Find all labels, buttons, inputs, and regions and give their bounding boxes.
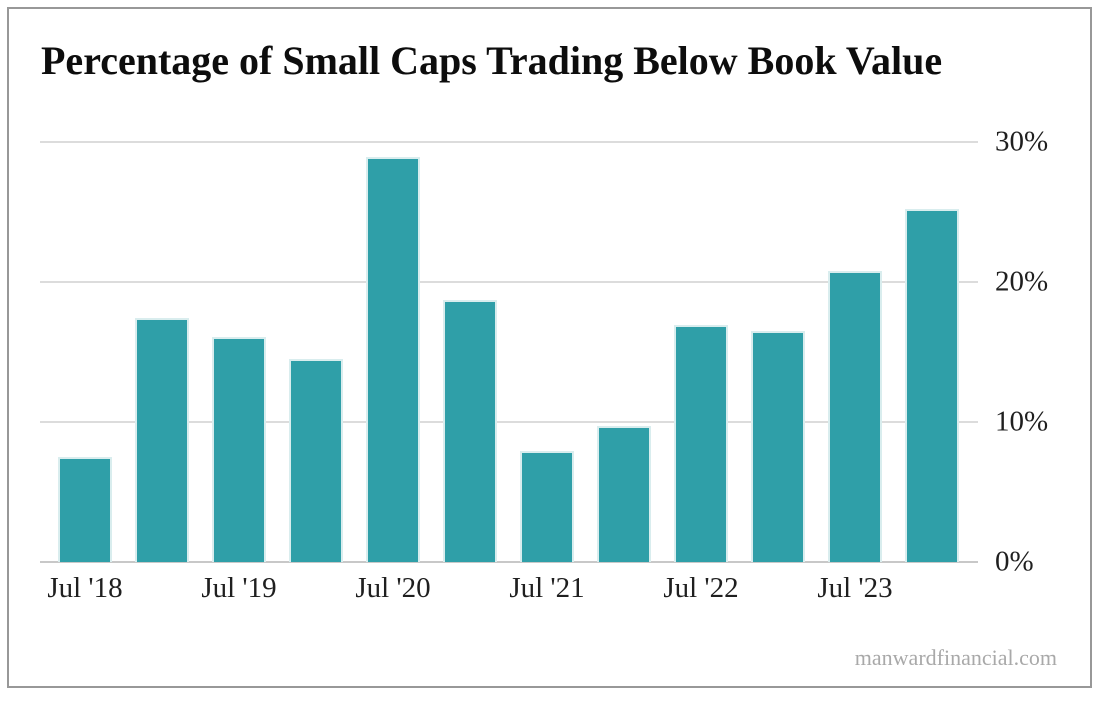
watermark-text: manwardfinancial.com [854,645,1057,670]
bar-7 [520,451,574,562]
bar-10 [751,331,805,562]
x-tick-label-2: Jul '19 [201,572,277,604]
x-tick-label-6: Jul '23 [817,572,893,604]
x-tick-label-4: Jul '21 [509,572,585,604]
gridline-10 [40,421,978,423]
y-tick-label-20: 20% [995,265,1049,298]
gridline-30 [40,141,978,143]
bar-3 [212,336,266,562]
bar-1 [58,457,112,562]
chart-title: Percentage of Small Caps Trading Below B… [41,38,943,83]
x-tick-label-1: Jul '18 [47,572,123,604]
bar-5 [366,157,420,562]
y-tick-label-10: 10% [995,405,1049,438]
bar-12 [905,209,959,562]
y-tick-label-0: 0% [995,545,1034,578]
bar-4 [289,359,343,562]
x-tick-label-5: Jul '22 [663,572,739,604]
bar-9 [674,325,728,562]
bar-6 [443,300,497,562]
bar-11 [828,270,882,562]
bar-chart-plot: 0% 10% 20% 30% Jul '18 Jul '19 Jul '20 Jul '21 J… [40,126,1048,604]
bar-8 [597,426,651,562]
x-axis-line [40,561,978,563]
gridline-20 [40,281,978,283]
bar-2 [135,318,189,562]
x-tick-label-3: Jul '20 [355,572,431,604]
y-tick-label-30: 30% [995,125,1049,158]
